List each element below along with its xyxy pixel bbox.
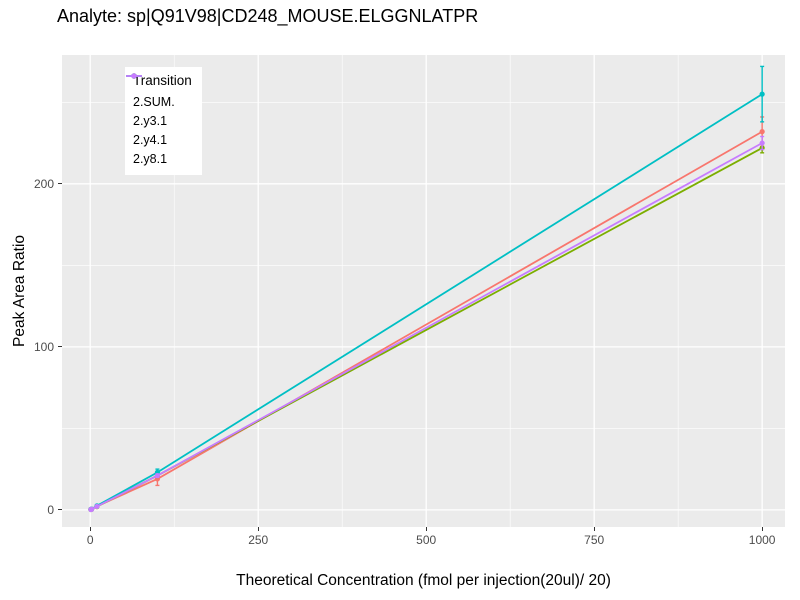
legend-title: Transition — [133, 73, 192, 88]
x-tick-mark — [425, 527, 427, 531]
data-point — [759, 91, 765, 97]
x-tick-mark — [761, 527, 763, 531]
x-axis-label: Theoretical Concentration (fmol per inje… — [236, 572, 611, 589]
data-point — [759, 129, 765, 135]
y-tick-label: 100 — [33, 339, 54, 354]
y-axis-label: Peak Area Ratio — [11, 234, 28, 348]
legend: Transition 2.SUM. 2.y3.1 2.y4.1 2.y8.1 — [125, 67, 202, 175]
legend-item-label: 2.y8.1 — [133, 151, 168, 166]
legend-item-label: 2.y4.1 — [133, 132, 168, 147]
legend-item-label: 2.y3.1 — [133, 113, 168, 128]
x-tick-label: 750 — [584, 533, 605, 547]
x-tick-mark — [89, 527, 91, 531]
x-tick-label: 0 — [86, 533, 94, 547]
legend-item: 2.y3.1 — [126, 73, 192, 130]
data-point — [759, 140, 765, 146]
y-tick-mark — [58, 509, 62, 511]
data-point — [88, 506, 95, 512]
plot-panel: Transition 2.SUM. 2.y3.1 2.y4.1 2.y8.1 — [62, 55, 785, 527]
data-point — [94, 503, 100, 510]
y-tick-label: 200 — [33, 176, 54, 191]
x-tick-label: 500 — [416, 533, 437, 547]
plot-canvas — [62, 55, 785, 527]
x-tick-mark — [593, 527, 595, 531]
legend-item: 2.SUM. — [126, 73, 192, 111]
legend-key-icon — [126, 73, 142, 79]
x-tick-label: 250 — [248, 533, 269, 547]
x-tick-label: 1000 — [748, 533, 776, 547]
plot-title: Analyte: sp|Q91V98|CD248_MOUSE.ELGGNLATP… — [57, 6, 479, 26]
x-tick-mark — [257, 527, 259, 531]
y-tick-label: 0 — [47, 502, 54, 517]
legend-item: 2.y4.1 — [126, 73, 192, 149]
legend-item: 2.y8.1 — [126, 73, 192, 168]
legend-item-label: 2.SUM. — [133, 94, 175, 109]
data-point — [154, 473, 161, 479]
y-tick-mark — [58, 183, 62, 185]
legend-items: 2.SUM. 2.y3.1 2.y4.1 2.y8.1 — [126, 73, 192, 168]
y-tick-mark — [58, 346, 62, 348]
